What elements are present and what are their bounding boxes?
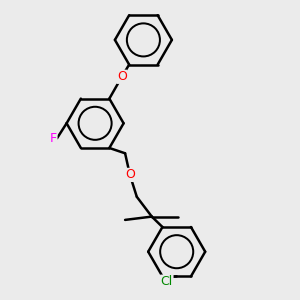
Text: Cl: Cl bbox=[161, 275, 173, 288]
Text: O: O bbox=[117, 70, 127, 83]
Text: O: O bbox=[125, 168, 135, 182]
Text: F: F bbox=[50, 132, 57, 145]
